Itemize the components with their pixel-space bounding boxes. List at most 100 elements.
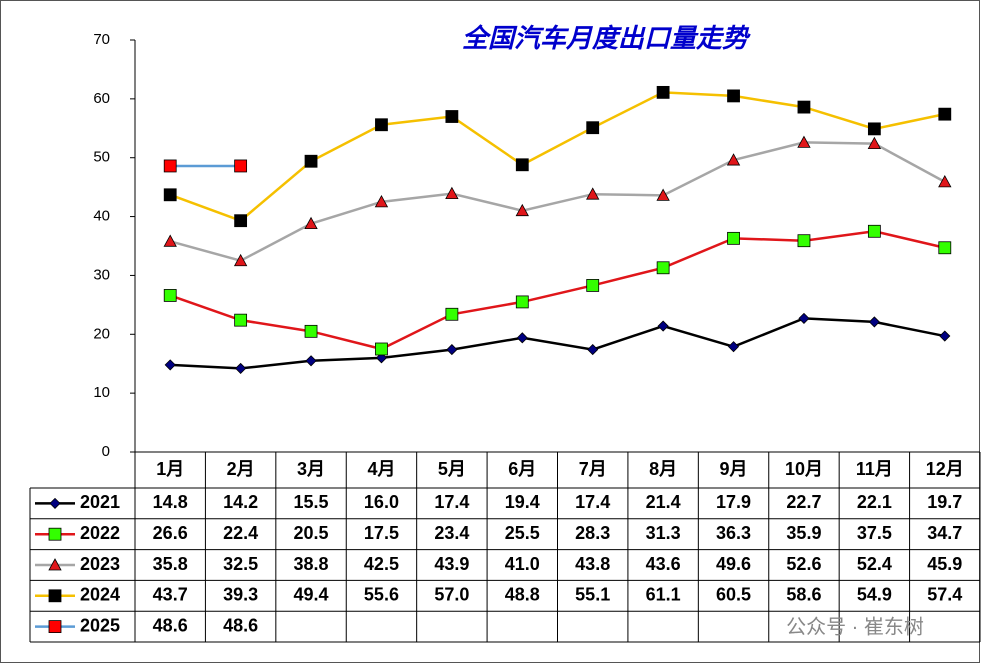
x-tick-label: 5月 [438,459,466,479]
marker [445,186,459,200]
table-cell: 14.2 [223,492,258,512]
series-line [169,230,946,351]
marker [515,158,529,172]
table-cell: 43.7 [153,585,188,605]
table-cell: 35.9 [786,523,821,543]
table-cell: 22.1 [857,492,892,512]
table-cell: 45.9 [927,554,962,574]
marker [446,344,458,356]
series-line [170,317,946,370]
marker [375,118,388,132]
table-cell: 19.7 [927,492,962,512]
marker [234,159,248,173]
table-cell: 41.0 [505,554,540,574]
x-tick-label: 12月 [926,459,964,479]
table-cell: 37.5 [857,523,892,543]
marker [164,359,176,371]
marker [163,159,177,173]
marker [798,312,810,324]
table-cell: 61.1 [646,585,681,605]
table-cell: 25.5 [505,523,540,543]
table-cell: 22.7 [786,492,821,512]
table-cell: 54.9 [857,585,892,605]
table-cell: 17.9 [716,492,751,512]
y-tick-label: 10 [93,384,110,401]
y-tick-label: 30 [93,266,110,283]
table-cell: 20.5 [294,523,329,543]
chart-title: 全国汽车月度出口量走势 [462,24,751,54]
marker [163,188,177,202]
marker [938,241,952,255]
y-tick-label: 20 [93,325,110,342]
table-cell: 34.7 [927,523,962,543]
x-tick-label: 8月 [649,459,677,479]
x-tick-label: 6月 [508,459,536,479]
x-tick-label: 9月 [720,459,748,479]
marker [445,110,459,123]
table-cell: 43.6 [646,554,681,574]
marker [797,234,811,248]
table-cell: 17.5 [364,523,399,543]
y-tick-label: 60 [93,90,110,107]
marker [234,313,248,327]
table-cell: 48.6 [153,615,188,635]
x-tick-label: 11月 [856,459,893,479]
legend-marker [48,620,62,633]
marker [657,320,669,332]
marker [374,195,389,208]
marker [797,100,811,114]
table-cell: 55.6 [364,585,399,605]
marker [656,188,670,201]
marker [727,341,740,353]
table-cell: 38.8 [294,554,329,574]
marker [868,316,880,328]
x-tick-label: 10月 [785,459,823,479]
table-cell: 22.4 [223,523,258,543]
legend-marker [48,527,62,541]
x-tick-label: 7月 [579,459,607,479]
series-line [169,141,946,263]
marker [587,344,599,356]
marker [867,122,881,136]
table-cell: 48.8 [505,585,540,605]
x-tick-label: 2月 [227,459,255,479]
table-cell: 15.5 [294,492,329,512]
x-tick-label: 3月 [297,459,325,479]
table-cell: 39.3 [223,585,258,605]
marker [445,307,459,321]
table-cell: 26.6 [153,523,188,543]
table-cell: 35.8 [153,554,188,574]
marker [233,253,248,267]
legend-marker [48,589,62,603]
marker [305,355,317,367]
table-cell: 60.5 [716,585,751,605]
table-cell: 36.3 [716,523,751,543]
marker [938,107,952,121]
table-cell: 49.4 [294,585,329,605]
x-tick-label: 4月 [367,459,395,479]
marker [304,154,318,168]
marker [163,234,177,247]
table-cell: 17.4 [575,492,610,512]
marker [304,216,318,230]
table-cell: 17.4 [434,492,469,512]
table-cell: 55.1 [575,585,610,605]
table-cell: 43.9 [434,554,469,574]
table-cell: 21.4 [646,492,681,512]
legend-label: 2025 [80,615,120,635]
table-cell: 19.4 [505,492,540,512]
marker [163,289,177,302]
table-cell: 57.4 [927,585,962,605]
marker [515,295,529,309]
table-cell: 58.6 [786,585,821,605]
legend-marker [48,558,62,571]
marker [867,224,881,238]
marker [586,121,600,135]
table-cell: 48.6 [223,615,258,635]
table-cell: 14.8 [153,492,188,512]
x-tick-label: 1月 [156,459,184,479]
y-tick-label: 40 [93,208,110,225]
legend-label: 2021 [80,492,120,512]
